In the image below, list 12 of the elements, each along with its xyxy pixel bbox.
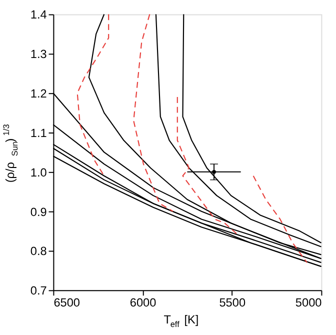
x-tick-label: 5000	[295, 295, 322, 310]
x-tick-label: 6500	[54, 295, 80, 310]
x-tick-label: 6000	[130, 295, 157, 310]
x-tick-label: 5500	[219, 295, 246, 310]
y-tick-label: 1.4	[30, 8, 48, 22]
y-tick-label: 1.2	[30, 86, 47, 101]
y-tick-label: 1.3	[30, 47, 48, 62]
y-tick-label: 1.1	[30, 126, 47, 140]
y-tick-label: 1.0	[30, 165, 48, 180]
y-tick-label: 0.8	[30, 244, 48, 258]
y-tick-label: 0.9	[30, 204, 48, 219]
y-tick-label: 0.7	[30, 284, 47, 298]
